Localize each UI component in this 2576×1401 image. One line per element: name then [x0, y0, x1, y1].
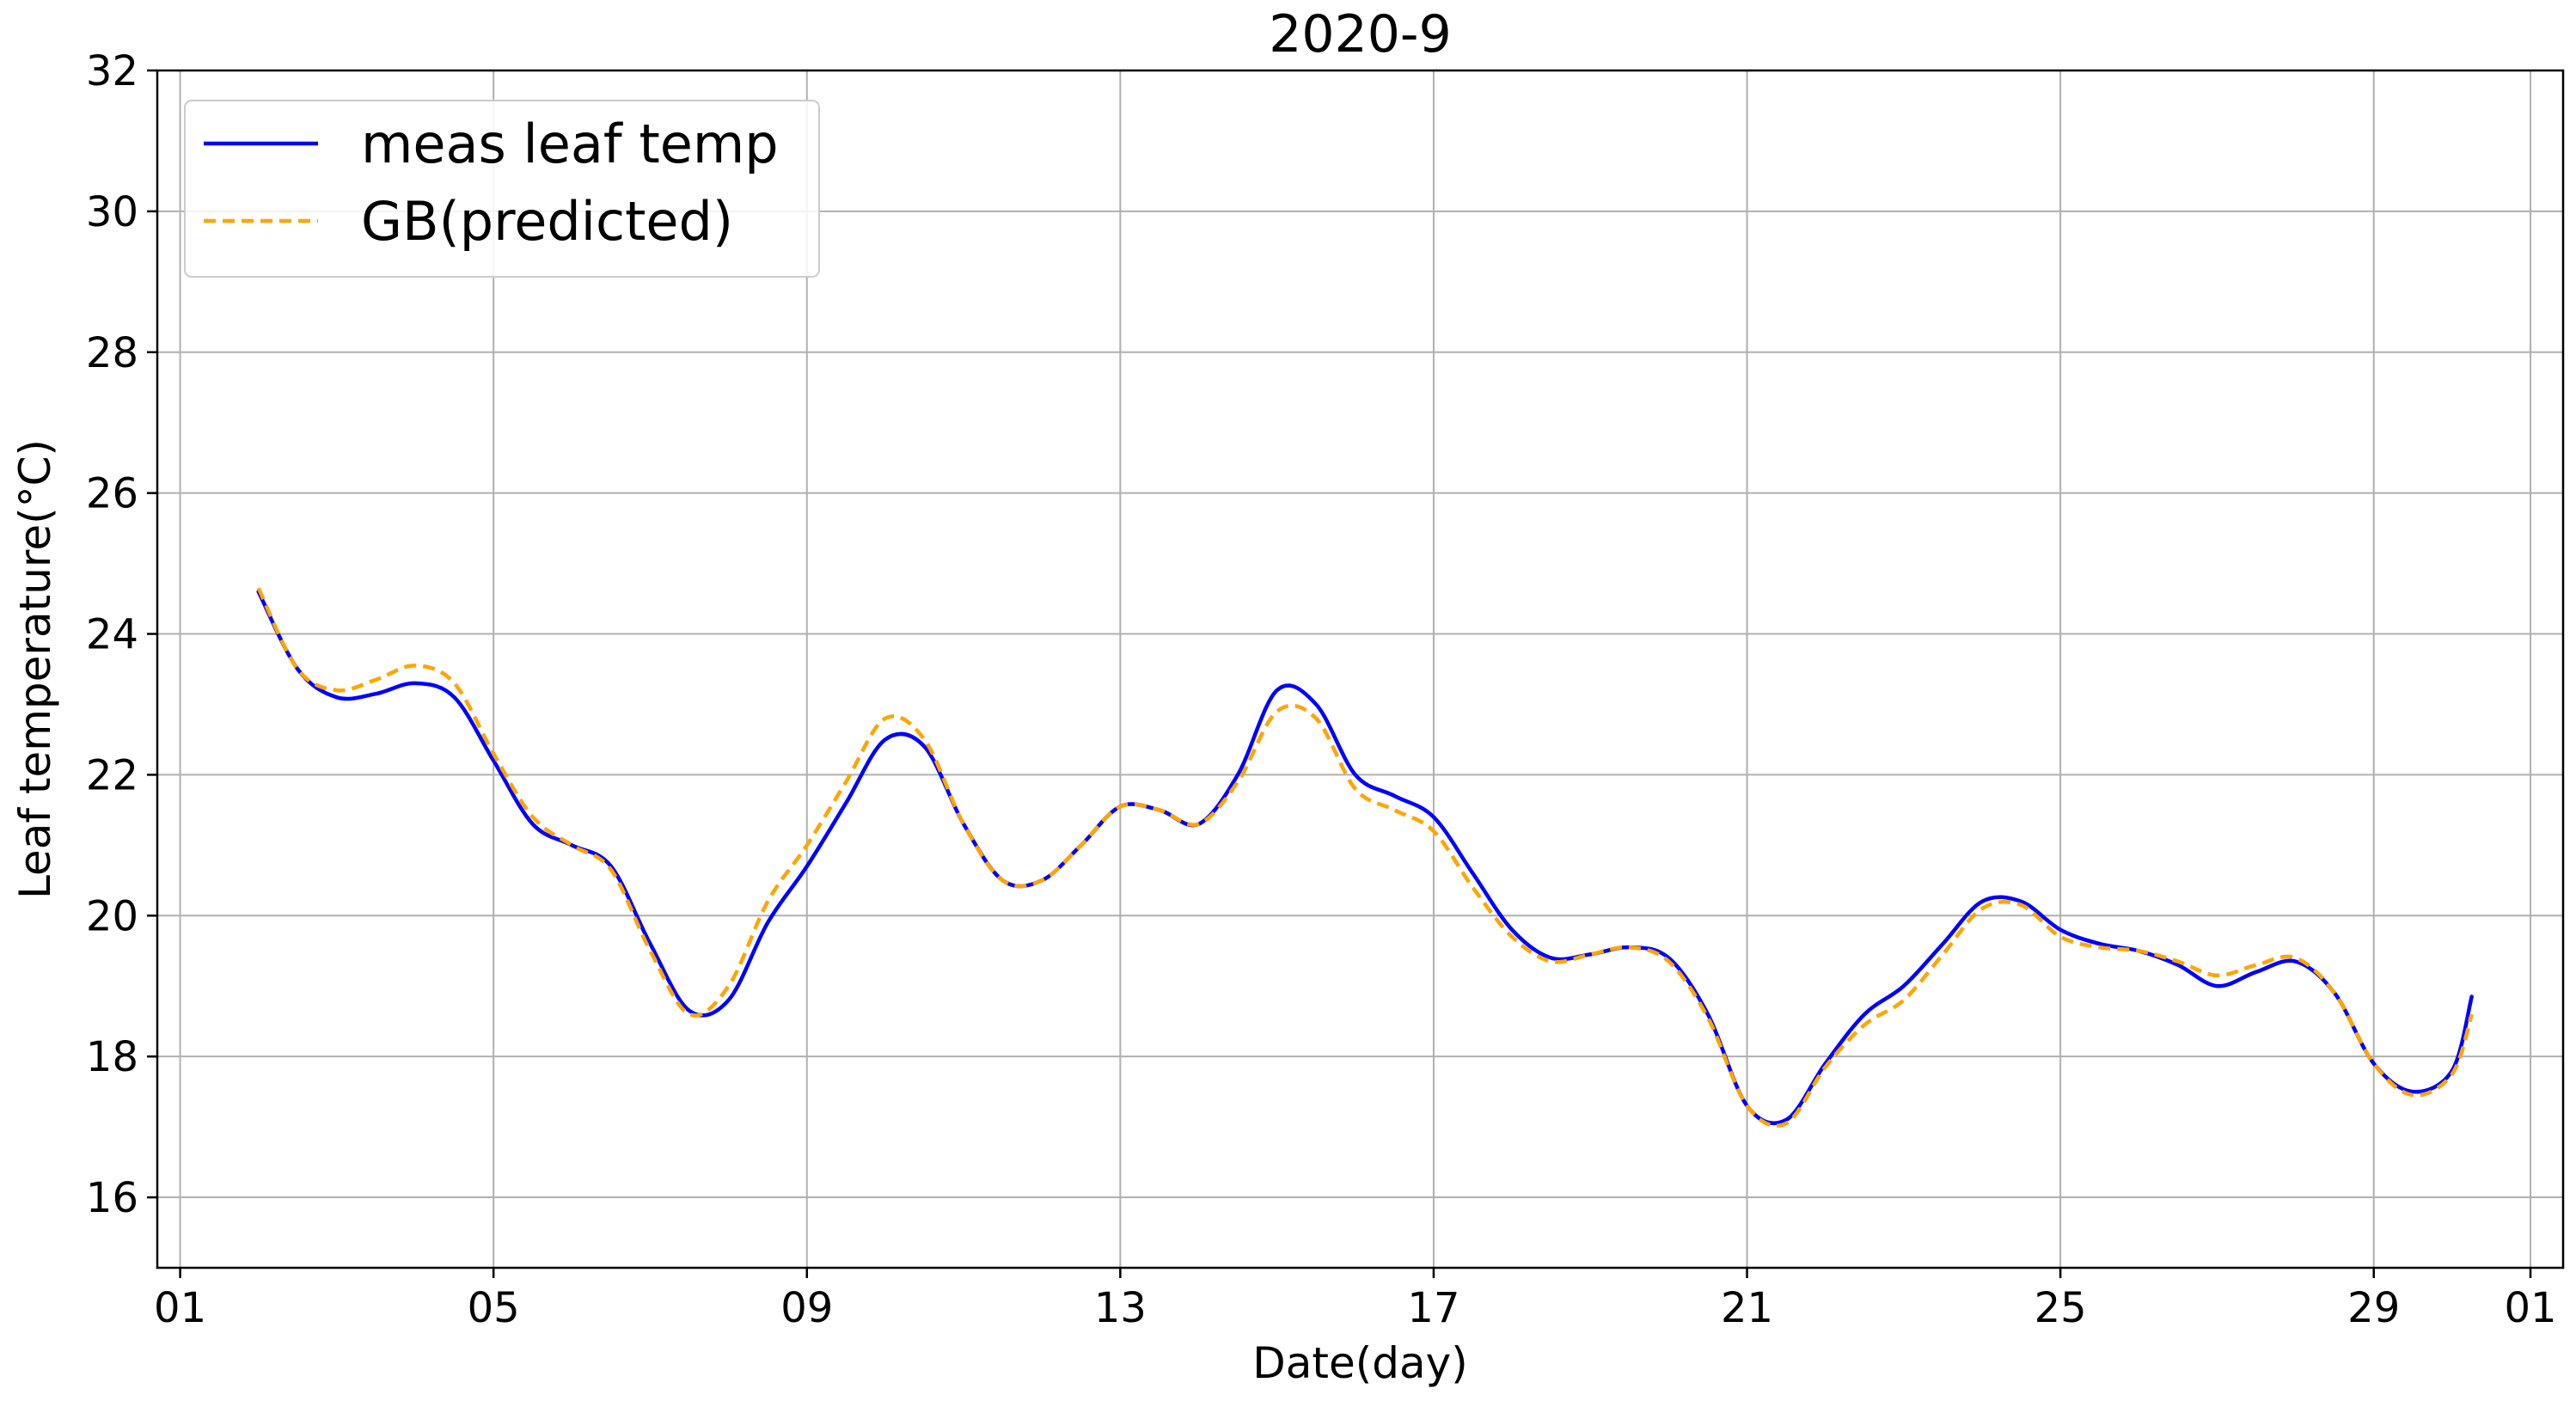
x-tick-label: 29: [2347, 1284, 2400, 1332]
legend-label-meas-leaf-temp: meas leaf temp: [361, 113, 779, 175]
series-line-gb-predicted: [256, 587, 2474, 1129]
x-tick-label: 25: [2034, 1284, 2087, 1332]
plot-area-frame: [156, 69, 2565, 1269]
series-line-meas-leaf-temp: [256, 590, 2474, 1125]
x-tick-label: 05: [468, 1284, 520, 1332]
x-tick-label: 13: [1094, 1284, 1147, 1332]
legend-box: [184, 100, 820, 278]
y-tick-label: 24: [86, 611, 138, 659]
y-tick-label: 22: [86, 751, 138, 799]
x-axis-ticks: 01 05 09 13 17 21 25 29 01: [154, 1268, 2557, 1332]
x-tick-label: 09: [780, 1284, 833, 1332]
x-tick-label: 01: [154, 1284, 206, 1332]
legend: meas leaf temp GB(predicted): [184, 100, 820, 278]
y-tick-label: 26: [86, 470, 138, 518]
x-tick-label: 17: [1407, 1284, 1459, 1332]
y-tick-label: 30: [86, 188, 138, 236]
series-layer: [256, 587, 2474, 1129]
y-tick-label: 28: [86, 329, 138, 377]
x-tick-label: 01: [2504, 1284, 2556, 1332]
y-axis-ticks: 16 18 20 22 24 26 28 30 32: [86, 47, 157, 1222]
x-tick-label: 21: [1721, 1284, 1773, 1332]
y-tick-label: 16: [86, 1174, 138, 1222]
y-axis-label: Leaf temperature(°C): [10, 439, 60, 899]
y-tick-label: 20: [86, 892, 138, 940]
x-axis-label: Date(day): [1252, 1338, 1468, 1388]
y-tick-label: 32: [86, 47, 138, 95]
legend-label-gb-predicted: GB(predicted): [361, 190, 733, 253]
chart-title: 2020-9: [1269, 4, 1452, 64]
y-tick-label: 18: [86, 1033, 138, 1081]
